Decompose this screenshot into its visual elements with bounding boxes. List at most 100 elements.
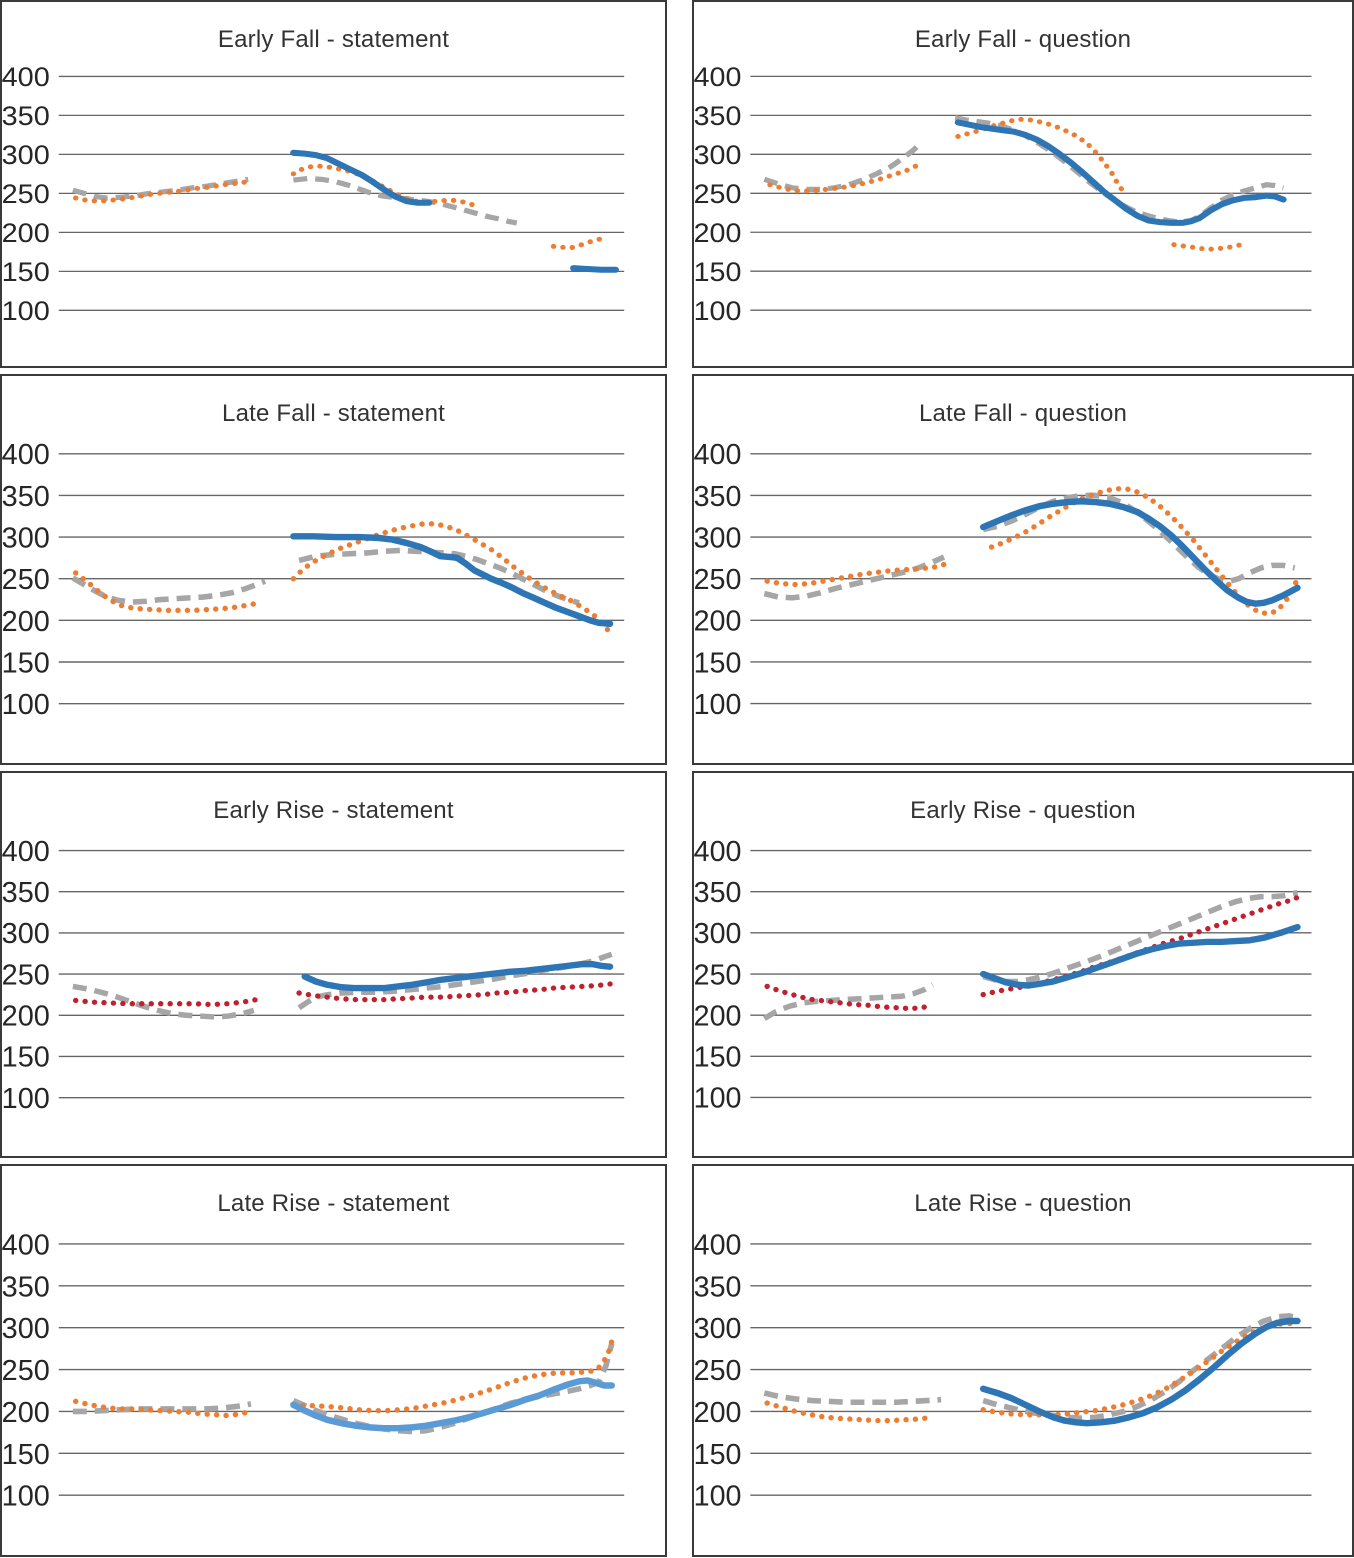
- y-tick-label: 100: [2, 1083, 50, 1115]
- y-tick-label: 200: [694, 1397, 741, 1429]
- series-gray-dashed: [72, 983, 255, 1020]
- series-gray-dashed: [292, 1342, 615, 1435]
- series-gray-dashed: [982, 889, 1299, 984]
- y-tick-label: 300: [2, 1313, 50, 1345]
- chart-plot: 400 350 300 250 200 150 100: [2, 836, 625, 1115]
- y-tick-label: 300: [694, 918, 741, 950]
- y-tick-label: 350: [2, 877, 50, 909]
- y-tick-label: 200: [694, 1000, 741, 1032]
- y-tick-label: 400: [2, 836, 50, 868]
- chart-plot: 400 350 300 250 200 150 100: [694, 1229, 1312, 1513]
- series-blue-solid: [979, 923, 1301, 989]
- series-blue-solid: [290, 149, 433, 206]
- chart-plot: 400 350 300 250 200 150 100: [2, 1229, 625, 1513]
- y-tick-label: 400: [2, 1229, 50, 1261]
- y-tick-label: 150: [2, 1041, 50, 1073]
- y-tick-label: 200: [694, 218, 741, 248]
- series-blue-solid: [954, 119, 1287, 227]
- series-gray-dashed: [762, 982, 935, 1021]
- chart-plot: 400 350 300 250 200 150 100: [694, 62, 1312, 326]
- y-tick-label: 350: [694, 877, 741, 909]
- y-tick-label: 250: [694, 179, 741, 209]
- series-gray-dashed: [72, 176, 249, 201]
- y-tick-label: 150: [694, 257, 741, 287]
- y-tick-label: 400: [694, 439, 741, 471]
- series-orange-dotted: [764, 561, 947, 588]
- y-tick-label: 250: [2, 959, 50, 991]
- chart-title: Early Rise - question: [910, 797, 1136, 824]
- y-tick-label: 200: [2, 1000, 50, 1032]
- series-gray-dashed: [982, 1313, 1299, 1421]
- series-red-dotted: [72, 996, 260, 1007]
- series-gray-dashed: [763, 554, 946, 601]
- y-tick-label: 250: [2, 564, 50, 596]
- series-orange-dotted: [1171, 240, 1250, 253]
- series-blue-solid: [979, 498, 1301, 607]
- series-gray-dashed: [71, 575, 267, 605]
- chart-title: Early Fall - question: [914, 26, 1132, 53]
- y-tick-label: 400: [694, 836, 741, 868]
- series-orange-dotted: [290, 1335, 616, 1414]
- series-gray-dashed: [763, 1390, 942, 1406]
- series-gray-dashed: [763, 140, 924, 193]
- y-tick-label: 200: [2, 1397, 50, 1429]
- chart-panel-late-fall-statement: Late Fall - statement 400 350 300 250 200 150…: [0, 374, 667, 765]
- series-red-dotted: [764, 983, 936, 1011]
- y-tick-label: 400: [2, 62, 50, 92]
- series-orange-dotted: [764, 1400, 936, 1424]
- chart-panel-early-fall-statement: Early Fall - statement 400 350 300 250 200 15…: [0, 0, 667, 368]
- chart-panel-late-rise-question: Late Rise - question 400 350 300 250 200 150 1…: [692, 1164, 1354, 1557]
- chart-title: Early Fall - statement: [217, 26, 450, 53]
- y-tick-label: 400: [694, 62, 741, 92]
- y-tick-label: 150: [2, 1439, 50, 1471]
- series-orange-dotted: [988, 486, 1302, 617]
- y-tick-label: 350: [2, 101, 50, 131]
- y-tick-label: 300: [2, 522, 50, 554]
- y-tick-label: 100: [694, 1083, 741, 1115]
- y-tick-label: 150: [694, 647, 741, 679]
- y-tick-label: 100: [694, 296, 741, 326]
- y-tick-label: 300: [694, 140, 741, 170]
- y-tick-label: 200: [2, 218, 50, 248]
- y-tick-label: 100: [694, 1481, 741, 1513]
- y-tick-label: 350: [2, 481, 50, 513]
- y-tick-label: 350: [2, 1271, 50, 1303]
- chart-title: Late Rise - statement: [217, 1190, 450, 1217]
- y-tick-label: 250: [2, 179, 50, 209]
- series-blue-solid: [570, 265, 619, 273]
- chart-plot: 400 350 300 250 200 150 100: [2, 439, 625, 721]
- series-gray-dashed: [72, 1401, 252, 1415]
- chart-title: Late Fall - question: [918, 400, 1128, 427]
- y-tick-label: 300: [694, 522, 741, 554]
- y-tick-label: 150: [694, 1439, 741, 1471]
- series-orange-dotted: [550, 235, 608, 251]
- y-tick-label: 150: [694, 1041, 741, 1073]
- chart-title: Late Rise - question: [914, 1190, 1132, 1217]
- y-tick-label: 250: [2, 1355, 50, 1387]
- y-tick-label: 100: [694, 689, 741, 721]
- y-tick-label: 300: [2, 140, 50, 170]
- y-tick-label: 150: [2, 647, 50, 679]
- series-orange-dotted: [767, 162, 922, 194]
- series-gray-dashed: [297, 951, 613, 1010]
- chart-title: Early Rise - statement: [213, 797, 454, 824]
- series-orange-dotted: [290, 521, 613, 636]
- y-tick-label: 100: [2, 689, 50, 721]
- y-tick-label: 350: [694, 101, 741, 131]
- series-blue-solid: [979, 1317, 1301, 1427]
- series-orange-dotted: [72, 1398, 254, 1419]
- y-tick-label: 350: [694, 1271, 741, 1303]
- series-orange-dotted: [72, 179, 251, 204]
- series-blue-solid: [301, 960, 614, 991]
- series-gray-dashed: [298, 547, 580, 606]
- series-orange-dotted: [955, 116, 1127, 195]
- y-tick-label: 400: [694, 1229, 741, 1261]
- chart-panel-early-rise-statement: Early Rise - statement 400 350 300 250 200 15…: [0, 771, 667, 1158]
- chart-plot: 400 350 300 250 200 150 100: [694, 836, 1312, 1115]
- series-blue-solid: [290, 532, 614, 627]
- series-light-blue-solid: [290, 1377, 615, 1432]
- y-tick-label: 400: [2, 439, 50, 471]
- y-tick-label: 200: [2, 606, 50, 638]
- chart-panel-late-rise-statement: Late Rise - statement 400 350 300 250 200 150…: [0, 1164, 667, 1557]
